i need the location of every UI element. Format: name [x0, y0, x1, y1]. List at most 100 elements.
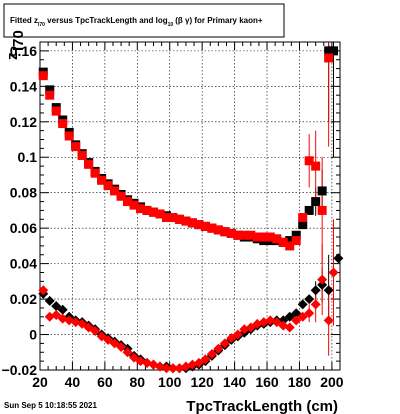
x-tick-label: 200	[320, 374, 344, 390]
data-point-diamond	[304, 308, 315, 319]
data-point-square	[64, 131, 74, 141]
data-point-square	[317, 205, 327, 215]
data-point-square	[311, 161, 321, 171]
data-point-square	[38, 71, 48, 81]
x-axis-title: TpcTrackLength (cm)	[186, 398, 338, 414]
data-point-square	[329, 46, 339, 56]
data-point-diamond	[161, 363, 172, 374]
data-point-diamond	[57, 313, 68, 324]
data-point-square	[311, 197, 321, 207]
data-point-diamond	[116, 341, 127, 352]
data-point-square	[161, 213, 171, 223]
data-point-square	[58, 119, 68, 129]
data-point-square	[194, 220, 204, 230]
data-point-diamond	[284, 311, 295, 322]
data-point-diamond	[304, 294, 315, 305]
data-point-square	[259, 232, 269, 242]
data-point-square	[324, 46, 334, 56]
x-tick-label: 40	[65, 374, 81, 390]
data-point-diamond	[328, 267, 339, 278]
data-point-square	[298, 220, 308, 230]
data-point-square	[317, 186, 327, 196]
data-point-square	[285, 236, 295, 246]
data-point-square	[272, 234, 282, 244]
data-point-diamond	[109, 338, 120, 349]
data-point-diamond	[44, 295, 55, 306]
data-point-diamond	[219, 338, 230, 349]
y-axis-title: z I70	[4, 30, 27, 60]
x-tick-label: 100	[158, 374, 182, 390]
data-point-square	[77, 150, 87, 160]
data-point-square	[84, 159, 94, 169]
data-point-diamond	[310, 285, 321, 296]
data-point-diamond	[90, 325, 101, 336]
data-point-square	[45, 85, 55, 95]
data-points	[38, 46, 344, 374]
data-point-diamond	[317, 274, 328, 285]
data-point-diamond	[51, 301, 62, 312]
data-point-square	[103, 181, 113, 191]
data-point-square	[142, 205, 152, 215]
data-point-square	[174, 214, 184, 224]
data-point-diamond	[77, 318, 88, 329]
data-point-square	[278, 237, 288, 247]
y-axis-title-sub: I70	[10, 30, 27, 51]
data-point-diamond	[297, 311, 308, 322]
y-tick-label: 0	[29, 327, 37, 343]
data-point-square	[51, 106, 61, 116]
data-point-diamond	[103, 334, 114, 345]
data-point-diamond	[226, 333, 237, 344]
x-tick-label: 20	[32, 374, 48, 390]
data-point-square	[291, 236, 301, 246]
data-point-diamond	[122, 347, 133, 358]
x-tick-label: 60	[97, 374, 113, 390]
data-point-diamond	[38, 285, 49, 296]
y-tick-labels: −0.02 0 0.02 0.04 0.06 0.08 0.1 0.12 0.14 0.16	[2, 43, 38, 378]
data-point-diamond	[297, 299, 308, 310]
data-point-square	[200, 221, 210, 231]
title-frame	[3, 3, 285, 38]
data-point-square	[304, 205, 314, 215]
data-point-diamond	[83, 322, 94, 333]
data-point-square	[285, 241, 295, 251]
data-point-diamond	[323, 285, 334, 296]
x-tick-label: 120	[190, 374, 214, 390]
data-point-square	[136, 204, 146, 214]
axis-ticks	[39, 41, 341, 371]
x-tick-label: 160	[255, 374, 279, 390]
data-point-square	[90, 168, 100, 178]
data-point-square	[246, 230, 256, 240]
data-point-square	[233, 230, 243, 240]
chart-title: Fitted zI70 versus TpcTrackLength and lo…	[10, 16, 263, 28]
data-point-diamond	[323, 315, 334, 326]
data-point-diamond	[96, 331, 107, 342]
data-point-diamond	[271, 317, 282, 328]
data-point-diamond	[206, 349, 217, 360]
data-point-square	[252, 232, 262, 242]
timestamp: Sun Sep 5 10:18:55 2021	[4, 401, 97, 410]
data-point-diamond	[317, 279, 328, 290]
data-point-square	[213, 225, 223, 235]
data-point-square	[168, 213, 178, 223]
data-point-diamond	[129, 352, 140, 363]
data-point-diamond	[167, 363, 178, 374]
data-point-square	[149, 207, 159, 217]
data-point-square	[129, 200, 139, 210]
x-tick-label: 140	[223, 374, 247, 390]
title-box: Fitted zI70 versus TpcTrackLength and lo…	[3, 3, 285, 38]
data-point-diamond	[333, 253, 344, 264]
data-point-square	[226, 228, 236, 238]
y-tick-label: 0.14	[10, 78, 37, 94]
data-point-square	[71, 142, 81, 152]
data-point-square	[97, 175, 107, 185]
y-tick-label: 0.04	[10, 256, 37, 272]
y-axis-title-main: z	[4, 53, 21, 61]
data-point-square	[291, 230, 301, 240]
data-point-diamond	[245, 322, 256, 333]
data-point-square	[265, 232, 275, 242]
data-point-diamond	[57, 304, 68, 315]
data-point-square	[304, 156, 314, 166]
data-point-square	[220, 227, 230, 237]
